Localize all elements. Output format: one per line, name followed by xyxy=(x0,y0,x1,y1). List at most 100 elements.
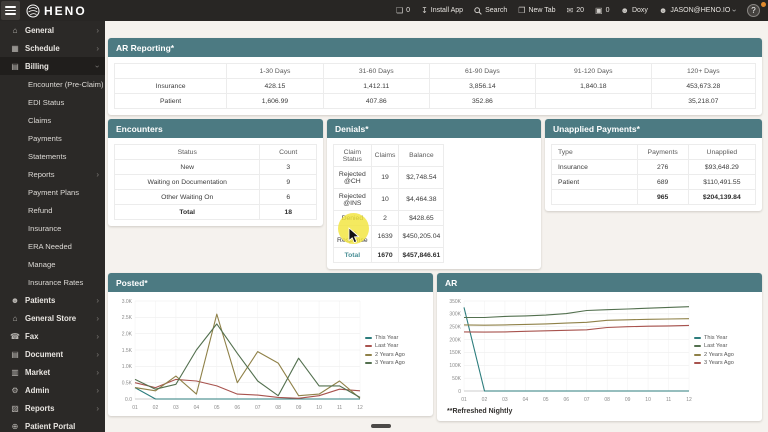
sidebar-item-payments[interactable]: Payments xyxy=(28,133,62,143)
new-tab-button[interactable]: ❐ New Tab xyxy=(518,6,556,15)
svg-text:09: 09 xyxy=(296,405,302,411)
denials-rejected-ch-link[interactable]: Rejected @CH xyxy=(333,166,372,189)
table-row: No Response 1639 $450,205.04 xyxy=(333,225,445,248)
encounters-new-link[interactable]: New xyxy=(113,159,261,175)
svg-text:12: 12 xyxy=(686,397,692,403)
doxy-button[interactable]: ☻ Doxy xyxy=(620,6,648,15)
svg-text:05: 05 xyxy=(214,405,220,411)
panel-title: Unapplied Payments* xyxy=(545,119,762,138)
chart-legend: This Year Last Year 2 Years Ago 3 Years … xyxy=(694,296,750,404)
table-row: New 3 xyxy=(113,159,317,175)
sidebar-item-payment-plans[interactable]: Payment Plans xyxy=(28,187,80,197)
sidebar-item-schedule[interactable]: ▦ Schedule › xyxy=(0,39,105,57)
sidebar-item-era-needed[interactable]: ERA Needed xyxy=(28,241,72,251)
chat-button[interactable]: ❏ 0 xyxy=(396,6,410,15)
credit-card-icon: ▤ xyxy=(11,61,19,71)
insurance-link[interactable]: Insurance xyxy=(113,78,228,94)
sidebar-item-market[interactable]: ▥ Market › xyxy=(0,363,105,381)
svg-text:300K: 300K xyxy=(449,312,461,318)
legend-item: 3 Years Ago xyxy=(365,360,421,366)
svg-text:02: 02 xyxy=(482,397,488,403)
table-row: Rejected @INS 10 $4,464.38 xyxy=(333,188,445,211)
sidebar-item-billing[interactable]: ▤ Billing › xyxy=(0,57,105,75)
horizontal-scrollbar-thumb[interactable] xyxy=(371,424,391,428)
sidebar-item-patients[interactable]: ☻ Patients › xyxy=(10,295,99,305)
ar-reporting-table: 1-30 Days 31-60 Days 61-90 Days 91-120 D… xyxy=(113,63,757,109)
bag-button[interactable]: ▣ 0 xyxy=(595,6,609,15)
chevron-right-icon: › xyxy=(96,331,99,341)
brand-logo[interactable]: HENO xyxy=(26,4,87,18)
legend-item: 3 Years Ago xyxy=(694,360,750,366)
bag-count: 0 xyxy=(605,7,610,14)
panel-title: Encounters xyxy=(108,119,323,138)
person-icon: ☻ xyxy=(620,6,629,15)
svg-text:1.0K: 1.0K xyxy=(122,364,133,370)
sidebar-item-billing-reports[interactable]: Reports › xyxy=(28,169,99,179)
sidebar-item-claims[interactable]: Claims xyxy=(28,115,52,125)
mail-button[interactable]: ✉ 20 xyxy=(567,6,585,15)
table-row: Insurance 276 $93,648.29 xyxy=(551,159,757,175)
table-row: Patient 1,606.99 407.86 352.86 35,218.07 xyxy=(113,93,757,109)
user-menu[interactable]: ☻ JASON@HENO.IO › xyxy=(659,6,740,15)
sidebar-item-document[interactable]: ▤ Document › xyxy=(0,345,105,363)
legend-swatch xyxy=(365,345,372,347)
table-total-row: Total 18 xyxy=(113,204,317,220)
sidebar-item-insurance-rates[interactable]: Insurance Rates xyxy=(28,277,84,287)
encounters-other-waiting-link[interactable]: Other Waiting On xyxy=(113,189,261,205)
svg-text:07: 07 xyxy=(255,405,261,411)
ar-line-chart: 0 50K 100K 150K 200K 250K 300K 350K 01 02 03 04 05 06… xyxy=(449,299,692,403)
legend-item: This Year xyxy=(694,335,750,341)
denials-rejected-ins-link[interactable]: Rejected @INS xyxy=(333,188,372,211)
sidebar-item-general[interactable]: ⌂ General › xyxy=(0,21,105,39)
heno-globe-icon xyxy=(26,4,40,17)
encounters-waiting-doc-link[interactable]: Waiting on Documentation xyxy=(113,174,261,190)
legend-swatch xyxy=(694,353,701,356)
sidebar-item-fax[interactable]: ☎ Fax › xyxy=(10,331,99,341)
unapplied-insurance-link[interactable]: Insurance xyxy=(551,159,638,175)
panel-unapplied-payments: Unapplied Payments* Type Payments Unappl… xyxy=(545,119,762,211)
table-row: Insurance 428.15 1,412.11 3,856.14 1,840… xyxy=(113,78,757,94)
svg-text:10: 10 xyxy=(316,405,322,411)
chevron-right-icon: › xyxy=(96,295,99,305)
sidebar-item-admin[interactable]: ⚙ Admin › xyxy=(0,381,105,399)
fax-icon: ☎ xyxy=(10,331,20,341)
brand-name: HENO xyxy=(44,3,87,18)
legend-swatch xyxy=(694,336,701,339)
panel-title: Posted* xyxy=(108,273,433,292)
sidebar: ⌂ General › ▦ Schedule › ▤ Billing › Enc… xyxy=(0,21,105,432)
chevron-down-icon: › xyxy=(730,9,740,12)
svg-text:04: 04 xyxy=(194,405,200,411)
help-button[interactable]: ? xyxy=(747,4,760,17)
hamburger-menu-icon[interactable] xyxy=(1,1,20,20)
denials-no-response-link[interactable]: No Response xyxy=(333,225,372,248)
legend-swatch xyxy=(365,362,372,364)
sidebar-item-edi-status[interactable]: EDI Status xyxy=(28,97,65,107)
svg-text:03: 03 xyxy=(173,405,179,411)
svg-text:07: 07 xyxy=(584,397,590,403)
sidebar-item-general-store[interactable]: ⌂ General Store › xyxy=(0,309,105,327)
install-icon: ↧ xyxy=(421,6,428,15)
table-header-row: Status Count xyxy=(113,144,317,160)
search-button[interactable]: Search xyxy=(474,6,507,15)
main-content: AR Reporting* 1-30 Days 31-60 Days 61-90… xyxy=(105,21,768,432)
chevron-right-icon: › xyxy=(96,349,99,359)
chevron-right-icon: › xyxy=(96,43,99,53)
denials-total-link[interactable]: Total xyxy=(333,247,372,263)
sidebar-item-encounter-pre-claim[interactable]: Encounter (Pre-Claim) xyxy=(28,79,104,89)
sidebar-item-statements[interactable]: Statements xyxy=(28,151,67,161)
sidebar-item-patient-portal[interactable]: ⊕ Patient Portal xyxy=(0,417,105,432)
table-header-row: Claim Status Claims Balance xyxy=(333,144,445,167)
sidebar-item-manage[interactable]: Manage xyxy=(28,259,56,269)
install-app-button[interactable]: ↧ Install App xyxy=(421,6,464,15)
denials-denied-link[interactable]: Denied xyxy=(333,210,372,226)
sidebar-item-reports[interactable]: ▨ Reports › xyxy=(0,399,105,417)
svg-text:08: 08 xyxy=(275,405,281,411)
sidebar-item-insurance[interactable]: Insurance xyxy=(28,223,62,233)
table-total-row: Total 1670 $457,846.61 xyxy=(333,247,445,263)
unapplied-patient-link[interactable]: Patient xyxy=(551,174,638,190)
svg-text:09: 09 xyxy=(625,397,631,403)
svg-text:02: 02 xyxy=(153,405,159,411)
sidebar-item-refund[interactable]: Refund xyxy=(28,205,53,215)
patient-link[interactable]: Patient xyxy=(113,93,228,109)
svg-text:04: 04 xyxy=(523,397,529,403)
